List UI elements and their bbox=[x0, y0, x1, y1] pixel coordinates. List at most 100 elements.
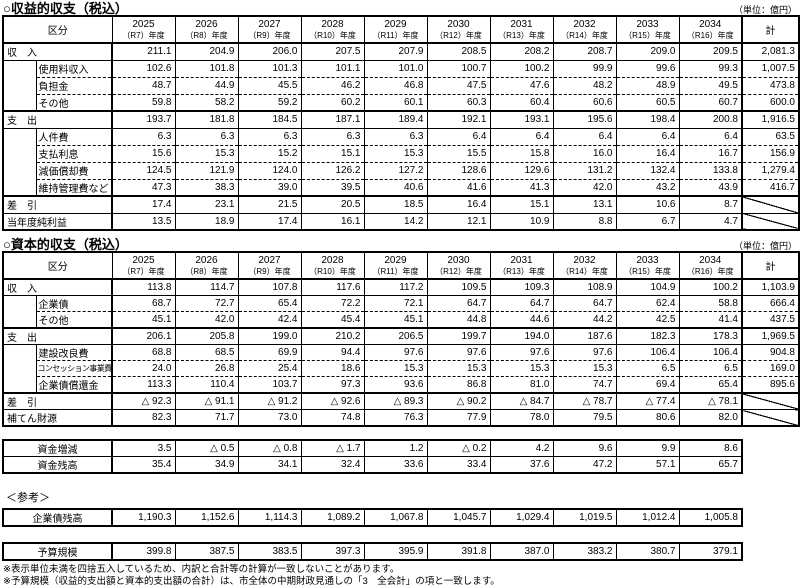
value-cell: 6.4 bbox=[553, 128, 616, 145]
value-cell: 6.4 bbox=[427, 128, 490, 145]
value-cell: 25.4 bbox=[238, 361, 301, 377]
value-cell: 44.8 bbox=[427, 312, 490, 329]
footnotes: ※表示単位未満を四捨五入しているため、内訳と合計等の計算が一致しないことがありま… bbox=[2, 564, 798, 587]
row-indent-cell bbox=[3, 345, 36, 394]
year-header: 2031（R13）年度 bbox=[490, 252, 553, 279]
revenue-table-header-row: ○収益的収支（税込） （単位：億円） bbox=[2, 2, 798, 15]
year-label: 2028 bbox=[302, 255, 364, 267]
value-cell: 184.5 bbox=[238, 111, 301, 128]
era-label: （R10）年度 bbox=[302, 267, 364, 277]
value-cell: 97.6 bbox=[427, 345, 490, 361]
value-cell: 68.5 bbox=[175, 345, 238, 361]
value-cell: 1,114.3 bbox=[238, 509, 301, 526]
value-cell: 47.6 bbox=[490, 77, 553, 94]
row-label: 支払利息 bbox=[36, 145, 112, 162]
value-cell: 16.0 bbox=[553, 145, 616, 162]
value-cell: 73.0 bbox=[238, 410, 301, 427]
value-cell: 47.5 bbox=[427, 77, 490, 94]
value-cell: 133.8 bbox=[679, 162, 742, 179]
total-cell: 904.8 bbox=[742, 345, 799, 361]
value-cell: 198.4 bbox=[616, 111, 679, 128]
value-cell: 100.2 bbox=[490, 60, 553, 77]
value-cell: 42.0 bbox=[175, 312, 238, 329]
value-cell: 59.2 bbox=[238, 94, 301, 111]
value-cell: 100.2 bbox=[679, 279, 742, 296]
year-label: 2027 bbox=[239, 19, 301, 31]
value-cell: 1,190.3 bbox=[112, 509, 175, 526]
year-label: 2028 bbox=[302, 19, 364, 31]
value-cell: 9.6 bbox=[553, 440, 616, 457]
row-indent-cell bbox=[3, 296, 36, 329]
total-cell: 1,007.5 bbox=[742, 60, 799, 77]
value-cell: 18.5 bbox=[364, 196, 427, 213]
value-cell: 72.7 bbox=[175, 296, 238, 312]
value-cell: 42.5 bbox=[616, 312, 679, 329]
era-label: （R13）年度 bbox=[491, 31, 553, 41]
era-label: （R15）年度 bbox=[617, 267, 679, 277]
value-cell: 97.3 bbox=[301, 377, 364, 394]
year-label: 2026 bbox=[176, 19, 238, 31]
row-indent-cell bbox=[3, 60, 36, 111]
era-label: （R9）年度 bbox=[239, 31, 301, 41]
value-cell: △ 84.7 bbox=[490, 393, 553, 410]
era-label: （R12）年度 bbox=[428, 267, 490, 277]
total-cell: 156.9 bbox=[742, 145, 799, 162]
value-cell: 209.0 bbox=[616, 43, 679, 60]
value-cell: 15.3 bbox=[427, 361, 490, 377]
value-cell: 26.8 bbox=[175, 361, 238, 377]
value-cell: 65.4 bbox=[238, 296, 301, 312]
value-cell: 48.7 bbox=[112, 77, 175, 94]
value-cell: 21.5 bbox=[238, 196, 301, 213]
value-cell: 192.1 bbox=[427, 111, 490, 128]
value-cell: 208.7 bbox=[553, 43, 616, 60]
value-cell: 193.1 bbox=[490, 111, 553, 128]
value-cell: 107.8 bbox=[238, 279, 301, 296]
year-header: 2034（R16）年度 bbox=[679, 16, 742, 43]
total-cell: 666.4 bbox=[742, 296, 799, 312]
year-header: 2032（R14）年度 bbox=[553, 16, 616, 43]
value-cell: 126.2 bbox=[301, 162, 364, 179]
value-cell: 38.3 bbox=[175, 179, 238, 196]
value-cell: 108.9 bbox=[553, 279, 616, 296]
value-cell: 195.6 bbox=[553, 111, 616, 128]
value-cell: 45.4 bbox=[301, 312, 364, 329]
total-cell: 1,103.9 bbox=[742, 279, 799, 296]
value-cell: 117.2 bbox=[364, 279, 427, 296]
value-cell: 16.7 bbox=[679, 145, 742, 162]
row-label: コンセッション事業費 bbox=[36, 361, 112, 377]
value-cell: 114.7 bbox=[175, 279, 238, 296]
value-cell: 33.4 bbox=[427, 457, 490, 474]
year-label: 2033 bbox=[617, 19, 679, 31]
value-cell: 97.6 bbox=[490, 345, 553, 361]
value-cell: 132.4 bbox=[616, 162, 679, 179]
total-cell: 2,081.3 bbox=[742, 43, 799, 60]
value-cell: 15.5 bbox=[427, 145, 490, 162]
value-cell: 57.1 bbox=[616, 457, 679, 474]
value-cell: 64.7 bbox=[553, 296, 616, 312]
value-cell: 97.6 bbox=[364, 345, 427, 361]
era-label: （R9）年度 bbox=[239, 267, 301, 277]
value-cell: 206.1 bbox=[112, 328, 175, 345]
value-cell: 15.3 bbox=[364, 145, 427, 162]
value-cell: △ 89.3 bbox=[364, 393, 427, 410]
value-cell: 13.5 bbox=[112, 213, 175, 230]
value-cell: 60.1 bbox=[364, 94, 427, 111]
row-label: 負担金 bbox=[36, 77, 112, 94]
value-cell: 37.6 bbox=[490, 457, 553, 474]
year-header: 2030（R12）年度 bbox=[427, 16, 490, 43]
value-cell: 40.6 bbox=[364, 179, 427, 196]
row-label: 当年度純利益 bbox=[3, 213, 112, 230]
row-label: その他 bbox=[36, 312, 112, 329]
era-label: （R8）年度 bbox=[176, 31, 238, 41]
value-cell: 99.9 bbox=[553, 60, 616, 77]
value-cell: 16.4 bbox=[427, 196, 490, 213]
value-cell: 44.2 bbox=[553, 312, 616, 329]
